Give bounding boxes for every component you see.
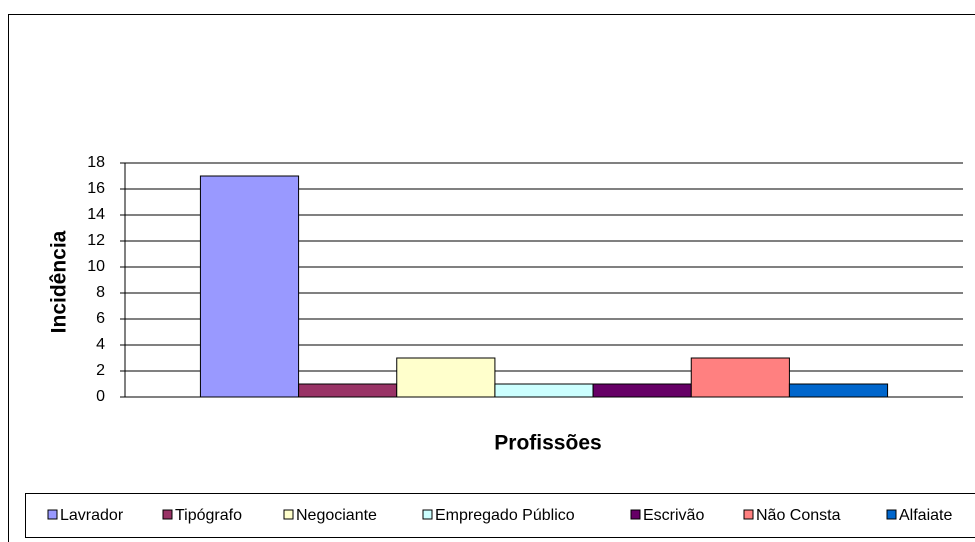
legend-label: Empregado Público — [435, 507, 575, 524]
y-tick-label: 12 — [87, 232, 105, 249]
chart-border — [8, 14, 975, 542]
y-tick-label: 4 — [96, 336, 105, 353]
bar — [592, 383, 692, 398]
y-tick-label: 2 — [96, 362, 105, 379]
legend-label: Alfaiate — [899, 507, 952, 524]
legend-swatch — [47, 509, 58, 520]
legend-label: Tipógrafo — [175, 507, 242, 524]
bar — [494, 383, 594, 398]
legend-swatch — [886, 509, 897, 520]
bar — [788, 383, 889, 398]
y-tick-label: 8 — [96, 284, 105, 301]
y-tick-label: 10 — [87, 258, 105, 275]
legend-swatch — [283, 509, 294, 520]
y-tick-label: 18 — [87, 154, 105, 171]
legend-swatch — [630, 509, 641, 520]
bar — [690, 357, 790, 398]
x-axis-label: Profissões — [494, 432, 601, 455]
legend — [25, 493, 975, 538]
legend-swatch — [422, 509, 433, 520]
legend-label: Não Consta — [756, 507, 841, 524]
legend-label: Escrivão — [643, 507, 704, 524]
y-tick-label: 6 — [96, 310, 105, 327]
bar — [199, 175, 300, 398]
y-tick-label: 14 — [87, 206, 105, 223]
legend-swatch — [162, 509, 173, 520]
y-axis-label: Incidência — [48, 230, 71, 333]
bar — [298, 383, 398, 398]
legend-label: Negociante — [296, 507, 377, 524]
bar — [396, 357, 496, 398]
y-tick-label: 16 — [87, 180, 105, 197]
y-tick-label: 0 — [96, 388, 105, 405]
legend-swatch — [743, 509, 754, 520]
legend-label: Lavrador — [60, 507, 124, 524]
